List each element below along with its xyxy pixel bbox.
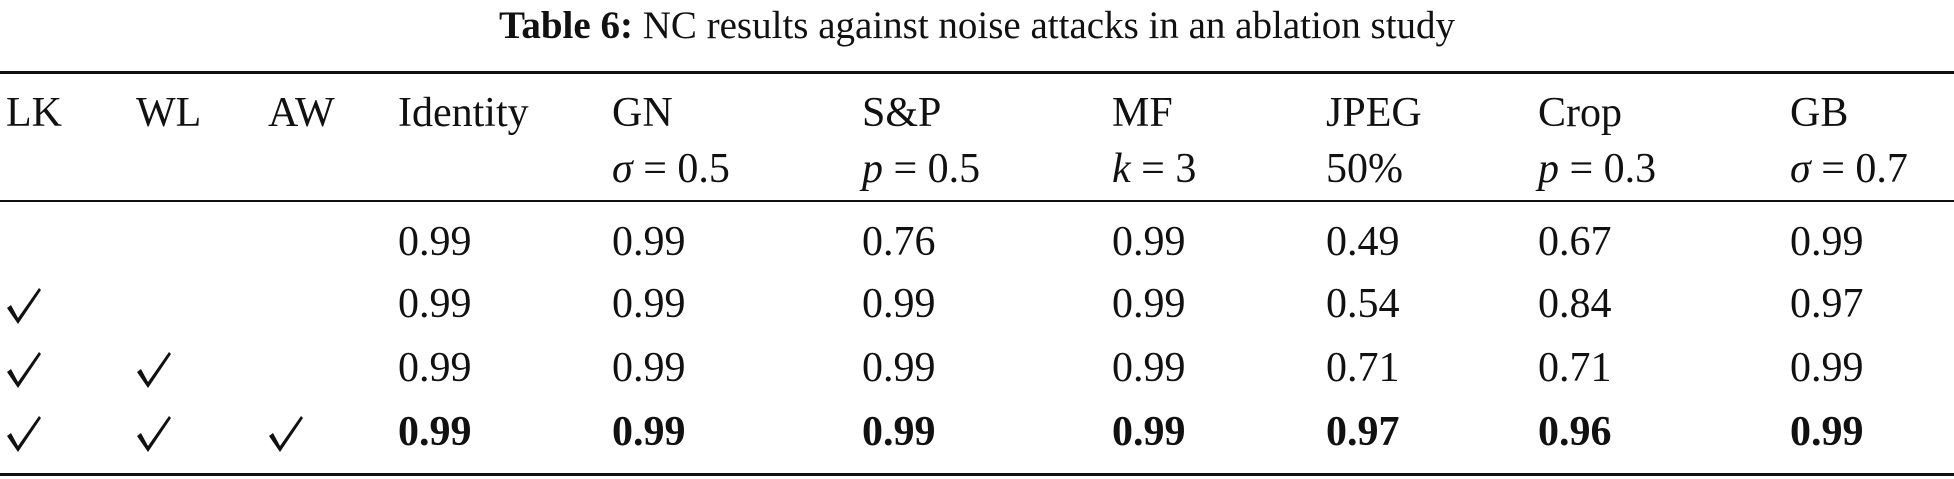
- table-cell: 0.99: [862, 345, 936, 391]
- column-param-s-p: p = 0.5: [862, 145, 980, 193]
- table-cell: 0.99: [1112, 345, 1186, 391]
- table-cell: 0.99: [612, 345, 686, 391]
- check-mark-icon: [4, 414, 44, 454]
- column-header-mf: MF: [1112, 90, 1173, 136]
- table-cell: 0.99: [1112, 281, 1186, 327]
- table-cell: 0.99: [1790, 345, 1864, 391]
- table-cell: 0.84: [1538, 281, 1612, 327]
- param-value: = 0.5: [883, 146, 981, 192]
- param-variable: k: [1112, 146, 1131, 192]
- column-header-s-p: S&P: [862, 90, 942, 136]
- param-value: = 0.3: [1559, 146, 1657, 192]
- table-cell: 0.71: [1326, 345, 1400, 391]
- param-variable: p: [862, 146, 883, 192]
- param-value: = 0.7: [1810, 146, 1908, 192]
- table-cell: 0.54: [1326, 281, 1400, 327]
- column-param-gn: σ = 0.5: [612, 145, 730, 193]
- column-header-identity: Identity: [398, 90, 529, 136]
- table-cell: 0.99: [612, 409, 686, 455]
- caption-text: NC results against noise attacks in an a…: [642, 4, 1456, 47]
- column-header-wl: WL: [136, 90, 202, 136]
- table-cell: 0.49: [1326, 219, 1400, 265]
- column-header-jpeg: JPEG: [1326, 90, 1422, 136]
- header-rule: [0, 200, 1954, 202]
- caption-label: Table 6:: [498, 4, 633, 47]
- table-cell: 0.99: [862, 409, 936, 455]
- table-cell: 0.99: [1790, 409, 1864, 455]
- table-cell: 0.76: [862, 219, 936, 265]
- table-cell: 0.99: [398, 281, 472, 327]
- table-cell: 0.99: [1112, 219, 1186, 265]
- table-cell: 0.99: [1112, 409, 1186, 455]
- table-cell: 0.71: [1538, 345, 1612, 391]
- table-cell: 0.99: [398, 345, 472, 391]
- check-mark-icon: [134, 414, 174, 454]
- top-rule: [0, 71, 1954, 74]
- param-value: = 0.5: [632, 146, 730, 192]
- table-cell: 0.99: [612, 281, 686, 327]
- table-cell: 0.97: [1790, 281, 1864, 327]
- param-value: 50%: [1326, 146, 1403, 192]
- column-header-aw: AW: [268, 90, 335, 136]
- column-header-gb: GB: [1790, 90, 1849, 136]
- table-cell: 0.96: [1538, 409, 1612, 455]
- check-mark-icon: [4, 350, 44, 390]
- table-cell: 0.97: [1326, 409, 1400, 455]
- param-variable: p: [1538, 146, 1559, 192]
- column-header-crop: Crop: [1538, 90, 1622, 136]
- column-param-gb: σ = 0.7: [1790, 145, 1908, 193]
- param-variable: σ: [1790, 146, 1811, 192]
- bottom-rule: [0, 473, 1954, 476]
- column-param-jpeg: 50%: [1326, 145, 1403, 193]
- param-variable: σ: [612, 146, 633, 192]
- table-cell: 0.99: [398, 409, 472, 455]
- table-cell: 0.67: [1538, 219, 1612, 265]
- table-cell: 0.99: [1790, 219, 1864, 265]
- check-mark-icon: [4, 286, 44, 326]
- param-value: = 3: [1130, 146, 1197, 192]
- table-caption: Table 6: NC results against noise attack…: [0, 2, 1954, 50]
- column-param-mf: k = 3: [1112, 145, 1196, 193]
- check-mark-icon: [134, 350, 174, 390]
- column-header-gn: GN: [612, 90, 673, 136]
- column-header-lk: LK: [6, 90, 62, 136]
- column-param-crop: p = 0.3: [1538, 145, 1656, 193]
- table-cell: 0.99: [862, 281, 936, 327]
- check-mark-icon: [266, 414, 306, 454]
- table-cell: 0.99: [612, 219, 686, 265]
- table-cell: 0.99: [398, 219, 472, 265]
